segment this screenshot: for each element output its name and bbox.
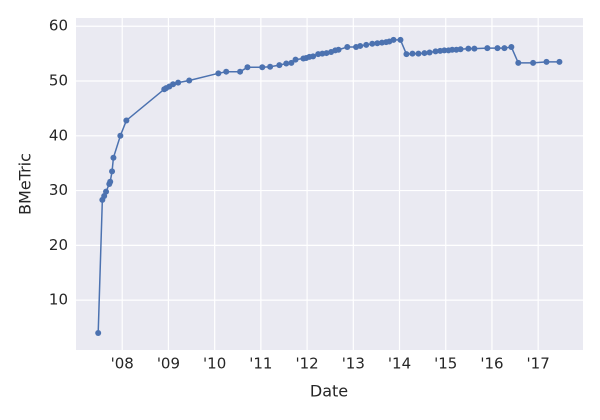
- y-tick-label: 60: [49, 17, 68, 35]
- point: [123, 117, 130, 124]
- point: [515, 59, 522, 66]
- point: [110, 154, 117, 161]
- point: [335, 46, 342, 53]
- point: [403, 51, 410, 58]
- point: [223, 68, 230, 75]
- point: [369, 40, 376, 47]
- point: [374, 40, 381, 47]
- y-tick-label: 20: [49, 236, 68, 254]
- y-tick-label: 40: [49, 126, 68, 144]
- x-tick-label: '15: [434, 355, 457, 373]
- x-tick-label: '09: [157, 355, 180, 373]
- point: [95, 330, 102, 337]
- x-tick-label: '08: [111, 355, 134, 373]
- point: [441, 47, 448, 54]
- point: [267, 63, 274, 70]
- point: [109, 168, 116, 175]
- point: [107, 178, 114, 185]
- point: [310, 53, 317, 60]
- point: [432, 48, 439, 55]
- point: [215, 70, 222, 77]
- point: [292, 56, 299, 63]
- y-tick-label: 10: [49, 291, 68, 309]
- x-tick-label: '11: [249, 355, 272, 373]
- y-tick-label: 50: [49, 72, 68, 90]
- point: [397, 36, 404, 43]
- point: [415, 50, 422, 57]
- point: [237, 68, 244, 75]
- point: [390, 36, 397, 43]
- point: [543, 58, 550, 65]
- point: [494, 45, 501, 52]
- point: [288, 59, 295, 66]
- y-tick-label: 30: [49, 181, 68, 199]
- point: [259, 64, 266, 71]
- point: [449, 46, 456, 53]
- point: [363, 41, 370, 48]
- point: [186, 77, 193, 84]
- point: [421, 50, 428, 57]
- point: [344, 44, 351, 51]
- point: [170, 81, 177, 88]
- point: [457, 46, 464, 53]
- plot-area: [76, 18, 583, 350]
- point: [175, 79, 182, 86]
- x-tick-label: '13: [342, 355, 365, 373]
- point: [465, 45, 472, 52]
- point: [484, 45, 491, 52]
- point: [556, 58, 563, 65]
- point: [283, 60, 290, 67]
- x-tick-label: '17: [527, 355, 550, 373]
- x-axis-label: Date: [310, 382, 348, 401]
- point: [471, 45, 478, 52]
- point: [117, 132, 124, 139]
- x-tick-label: '10: [203, 355, 226, 373]
- point: [357, 42, 364, 49]
- x-tick-label: '14: [388, 355, 411, 373]
- point: [276, 62, 283, 69]
- point: [426, 49, 433, 56]
- y-axis-label: BMeTric: [16, 153, 35, 215]
- point: [530, 59, 537, 66]
- point: [244, 64, 251, 71]
- x-tick-label: '12: [295, 355, 318, 373]
- point: [409, 50, 416, 57]
- x-tick-label: '16: [480, 355, 503, 373]
- point: [103, 188, 110, 195]
- point: [501, 45, 508, 52]
- point: [323, 50, 330, 57]
- point: [508, 44, 515, 51]
